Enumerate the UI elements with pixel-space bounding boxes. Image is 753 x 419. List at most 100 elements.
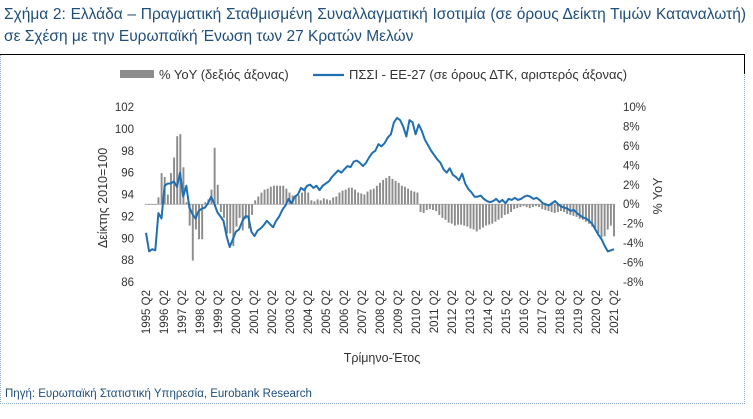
bar [216, 184, 219, 205]
bar [416, 192, 419, 205]
bar [360, 193, 363, 205]
bar [201, 204, 204, 240]
bar [519, 204, 522, 208]
bar [494, 204, 497, 222]
bar [485, 204, 488, 226]
bar [428, 204, 431, 210]
bar [241, 204, 244, 231]
x-tick-label: 2006 Q2 [339, 290, 351, 334]
bar [251, 204, 254, 215]
bar [288, 192, 291, 205]
x-tick-label: 2007 Q2 [357, 290, 369, 334]
bar [188, 204, 191, 226]
y-right-tick-label: 8% [623, 121, 640, 133]
bar [276, 185, 278, 205]
bar [272, 185, 275, 205]
bar [157, 197, 160, 205]
bar [556, 204, 559, 212]
bar [238, 204, 241, 218]
bar [169, 173, 172, 205]
bar [219, 204, 222, 212]
bar [369, 189, 372, 205]
y-right-axis-label: % YoY [651, 177, 665, 215]
x-tick-label: 2004 Q2 [303, 290, 315, 334]
bar [506, 204, 509, 214]
bar [460, 204, 463, 225]
bar [176, 136, 179, 205]
bar [450, 204, 453, 224]
bar [425, 204, 428, 211]
y-left-tick-label: 86 [121, 277, 134, 289]
bar [491, 204, 494, 224]
bar [510, 204, 512, 212]
bar [269, 186, 272, 205]
x-tick-label: 2001 Q2 [249, 290, 261, 334]
y-right-tick-label: 4% [623, 160, 640, 172]
bar [394, 180, 397, 205]
bar [419, 204, 422, 212]
x-tick-label: 1995 Q2 [141, 290, 153, 334]
x-tick-label: 2021 Q2 [609, 290, 621, 334]
bar [513, 204, 516, 210]
bar [319, 200, 322, 205]
bar [160, 173, 163, 205]
bar [260, 192, 263, 205]
bar [535, 204, 537, 207]
bar [497, 204, 500, 220]
bar [413, 191, 416, 205]
bar [600, 204, 603, 238]
bar [379, 182, 381, 205]
bar [213, 147, 216, 205]
bar [475, 204, 478, 232]
y-right-tick-label: 0% [623, 199, 640, 211]
bar [354, 189, 356, 205]
bar [198, 204, 200, 240]
bar [397, 182, 400, 205]
bar [472, 204, 475, 230]
bar [575, 204, 578, 217]
y-right-tick-label: 10% [623, 102, 646, 114]
x-tick-label: 2014 Q2 [483, 290, 495, 334]
bar [254, 200, 257, 205]
bar [531, 204, 534, 208]
bar [391, 178, 394, 205]
bar [325, 199, 328, 205]
bar [329, 200, 332, 205]
bar [432, 204, 434, 211]
bar [559, 204, 562, 212]
bar [453, 204, 456, 226]
bar-series [145, 134, 615, 261]
bar [594, 204, 597, 230]
bar [301, 192, 303, 205]
bar [304, 188, 307, 205]
bar [441, 204, 444, 218]
bar [294, 196, 297, 205]
figure-title: Σχήμα 2: Ελλάδα – Πραγματική Σταθμισμένη… [4, 6, 746, 45]
bar [516, 204, 519, 209]
bar [463, 204, 466, 226]
bar [435, 204, 438, 212]
bar [382, 179, 385, 205]
bar [313, 201, 316, 205]
x-tick-label: 2000 Q2 [231, 290, 243, 334]
bar [609, 204, 612, 226]
legend-label-line: ΠΣΣΙ - ΕΕ-27 (σε όρους ΔΤΚ, αριστερός άξ… [349, 67, 627, 82]
bar [316, 199, 319, 205]
x-tick-label: 1997 Q2 [177, 290, 189, 334]
bar [350, 187, 353, 205]
bar [581, 204, 584, 220]
bar [538, 204, 541, 208]
y-left-tick-label: 88 [121, 255, 134, 267]
bar [182, 167, 185, 205]
bar [223, 204, 225, 218]
bar [438, 204, 441, 215]
bar [347, 187, 350, 205]
bar [578, 204, 581, 219]
chart-frame-top-rule [0, 54, 745, 55]
x-tick-label: 2015 Q2 [501, 290, 513, 334]
bar [341, 190, 344, 205]
bar [478, 204, 481, 230]
bar [547, 204, 550, 212]
bar [488, 204, 491, 225]
